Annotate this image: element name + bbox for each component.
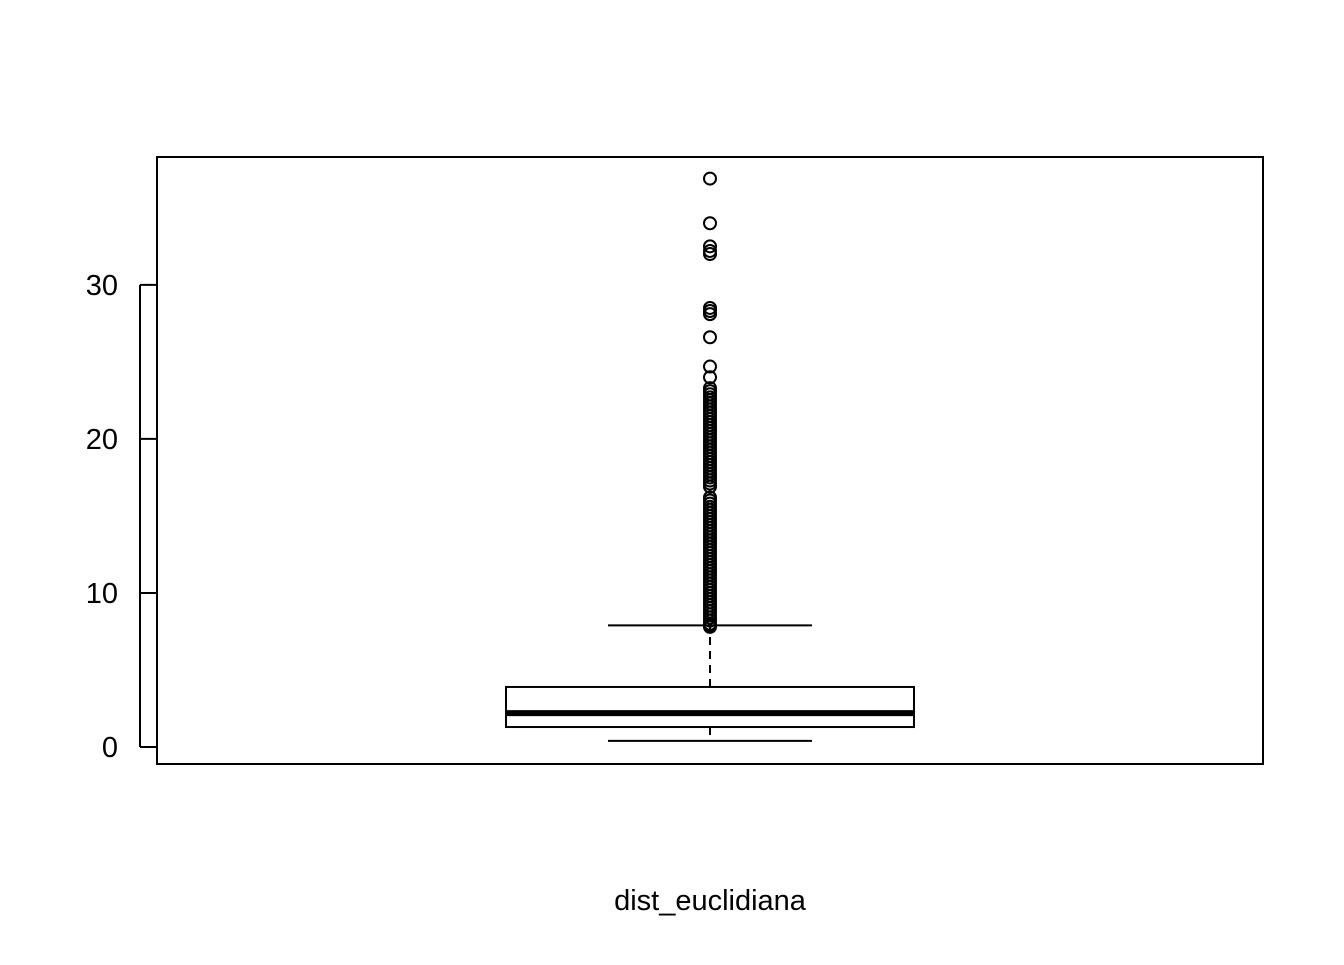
outlier-point xyxy=(703,307,717,322)
outlier-point xyxy=(703,171,717,186)
plot-frame xyxy=(156,156,1264,765)
outlier-point xyxy=(703,330,717,345)
y-tick-label: 30 xyxy=(86,270,118,302)
outlier-point xyxy=(703,216,717,231)
outlier-point xyxy=(703,370,717,385)
x-axis-label: dist_euclidiana xyxy=(614,885,807,917)
box-iqr xyxy=(505,685,915,729)
y-tick-label: 10 xyxy=(86,578,118,610)
y-tick-label: 0 xyxy=(102,732,118,764)
outlier-point xyxy=(703,479,717,494)
outlier-point xyxy=(703,359,717,374)
y-tick-label: 20 xyxy=(86,424,118,456)
outlier-point xyxy=(703,239,717,254)
box-group xyxy=(505,624,915,742)
outlier-group xyxy=(703,171,717,634)
outlier-point xyxy=(703,247,717,262)
outlier-point xyxy=(703,619,717,634)
y-axis: 0 10 20 30 xyxy=(86,270,157,764)
